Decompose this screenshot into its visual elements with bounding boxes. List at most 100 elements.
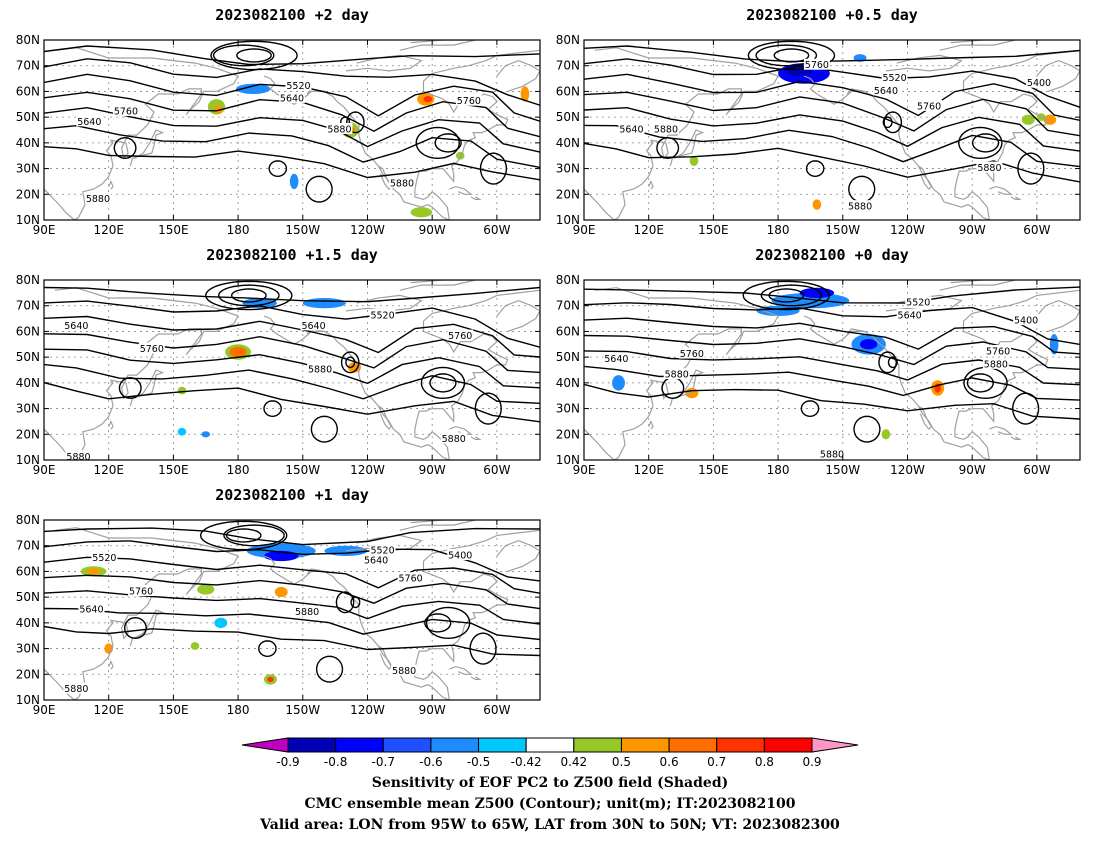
- colorbar-label: -0.8: [324, 755, 347, 769]
- z500-contour: [966, 373, 994, 393]
- z500-contour: [584, 350, 1080, 386]
- lon-tick-label: 180: [227, 463, 250, 477]
- z500-contour: [584, 106, 1080, 152]
- z500-contour: [263, 400, 282, 418]
- lat-tick-label: 60N: [16, 564, 40, 578]
- z500-contour: [44, 607, 540, 641]
- z500-contour: [204, 280, 293, 311]
- z500-contour: [305, 175, 333, 203]
- contour-label-bg: [279, 92, 305, 104]
- coastline: [885, 54, 963, 72]
- lat-tick-label: 70N: [16, 59, 40, 73]
- coastline: [584, 47, 779, 220]
- contour-label-bg: [603, 352, 630, 364]
- contour-label: 5880: [308, 365, 332, 376]
- z500-contour: [223, 524, 285, 547]
- colorbar-label: -0.5: [467, 755, 490, 769]
- contour-label: 5640: [898, 311, 922, 322]
- sensitivity-patch: [455, 151, 465, 160]
- coastline: [803, 315, 990, 460]
- contour-label-bg: [663, 368, 690, 380]
- sensitivity-patch: [235, 83, 271, 94]
- coastline: [449, 185, 473, 195]
- map-panel-p1: 5520 5640 5760 5640 5760 5880 5880 5880 90E 120E 1…: [16, 33, 541, 237]
- z500-contour: [805, 160, 825, 178]
- z500-contour: [963, 366, 1008, 400]
- colorbar-box: [573, 737, 622, 753]
- contour-label: 5400: [448, 551, 472, 562]
- contour-label: 5880: [66, 452, 90, 463]
- contour-label-bg: [63, 682, 90, 694]
- z500-contour: [340, 351, 360, 374]
- lon-tick-label: 180: [767, 223, 790, 237]
- map-frame: [43, 39, 541, 221]
- lon-tick-label: 120E: [633, 223, 664, 237]
- z500-contour: [469, 632, 497, 665]
- z500-contour: [210, 40, 298, 71]
- lon-tick-label: 60W: [483, 703, 510, 717]
- lon-tick-label: 60W: [1023, 223, 1050, 237]
- lon-tick-label: 90W: [419, 223, 446, 237]
- z500-contour: [345, 356, 356, 369]
- z500-contour: [584, 334, 1080, 370]
- contour-label: 5880: [665, 370, 689, 381]
- sensitivity-patch: [348, 362, 362, 373]
- coastline: [939, 40, 1016, 51]
- contour-label-bg: [447, 549, 474, 560]
- z500-contour: [958, 126, 1003, 160]
- map-content: 5520 5640 5760 5640 5760 5880 5880 5880 90E 120E 1…: [16, 33, 541, 237]
- lon-tick-label: 120W: [350, 703, 385, 717]
- sensitivity-patch: [302, 298, 346, 309]
- lat-tick-label: 60N: [556, 84, 580, 98]
- coastline: [1036, 299, 1080, 332]
- contour-label: 5640: [79, 605, 103, 616]
- contour-label-bg: [78, 603, 105, 614]
- z500-contour: [584, 383, 1080, 420]
- coastline: [917, 165, 932, 191]
- sensitivity-patch: [881, 429, 891, 440]
- contour-label: 5880: [820, 449, 844, 460]
- map-panel-p3: 5640 5640 5520 5760 5760 5880 5880 5880 90E 120E 1…: [16, 273, 541, 477]
- panel-title-p3: 2023082100 +1.5 day: [206, 246, 378, 264]
- contour-label: 5880: [295, 607, 319, 618]
- contour-label: 5400: [1014, 316, 1038, 327]
- z500-contour: [656, 136, 680, 160]
- contour-label: 5880: [64, 684, 88, 695]
- panel-title-p4: 2023082100 +0 day: [755, 246, 909, 264]
- z500-contour: [434, 133, 462, 153]
- z500-contour: [429, 373, 457, 393]
- coastline: [648, 179, 654, 190]
- coastline: [44, 527, 239, 700]
- contour-label-bg: [1026, 76, 1053, 88]
- coastline: [44, 47, 239, 220]
- lat-tick-label: 70N: [556, 59, 580, 73]
- sensitivity-patch: [289, 173, 299, 190]
- coastline: [414, 529, 540, 700]
- lat-tick-label: 70N: [16, 539, 40, 553]
- lat-tick-label: 50N: [16, 590, 40, 604]
- contour-label: 5760: [680, 349, 704, 360]
- lat-tick-label: 30N: [16, 642, 40, 656]
- colorbar-label: 0.5: [612, 755, 631, 769]
- z500-contour: [225, 528, 262, 543]
- lat-tick-label: 80N: [556, 33, 580, 47]
- lon-tick-label: 150W: [285, 703, 320, 717]
- colorbar: -0.9 -0.8 -0.7 -0.6 -0.5 -0.42 0.42 0.5 0.6 0.7 0.…: [241, 737, 859, 769]
- coastline: [496, 539, 540, 572]
- lon-tick-label: 120E: [633, 463, 664, 477]
- contour-label: 5400: [1027, 78, 1051, 89]
- z500-contour: [118, 376, 142, 400]
- lon-tick-label: 150W: [825, 223, 860, 237]
- coastline: [846, 88, 865, 95]
- coastline: [496, 299, 540, 332]
- contour-label: 5880: [392, 666, 416, 677]
- z500-contour: [236, 48, 272, 63]
- contour-label-bg: [91, 551, 118, 563]
- lat-tick-label: 50N: [556, 110, 580, 124]
- coastline: [44, 287, 239, 460]
- contour-label: 5520: [906, 298, 930, 309]
- caption-line-1: Sensitivity of EOF PC2 to Z500 field (Sh…: [371, 775, 729, 791]
- sensitivity-patch: [214, 617, 228, 628]
- contour-label: 5760: [917, 101, 941, 112]
